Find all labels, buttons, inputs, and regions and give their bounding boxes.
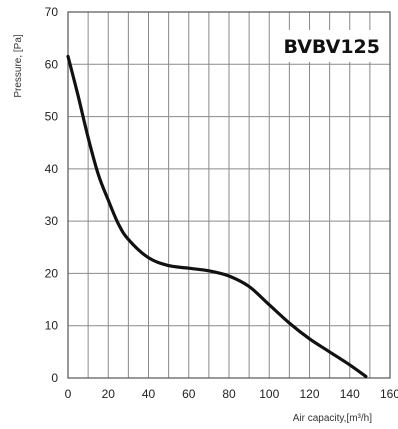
- y-axis-label: Pressure, [Pa]: [13, 34, 24, 98]
- x-tick-labels: 0 20 40 60 80 100 120 140 160: [65, 387, 398, 401]
- x-tick-label: 60: [182, 387, 196, 401]
- chart-title: BVBV125: [284, 36, 381, 58]
- x-axis-label: Air capacity,[m³/h]: [293, 413, 372, 424]
- x-tick-label: 40: [142, 387, 156, 401]
- x-tick-label: 140: [340, 387, 360, 401]
- x-tick-label: 160: [380, 387, 398, 401]
- x-tick-label: 80: [222, 387, 236, 401]
- y-tick-label: 20: [45, 266, 59, 280]
- y-tick-label: 0: [51, 371, 58, 385]
- y-tick-label: 30: [45, 214, 59, 228]
- y-tick-label: 50: [45, 110, 59, 124]
- y-tick-labels: 0 10 20 30 40 50 60 70: [45, 5, 59, 385]
- y-tick-label: 60: [45, 57, 59, 71]
- pressure-curve: [66, 54, 368, 378]
- y-tick-label: 70: [45, 5, 59, 19]
- y-tick-label: 10: [45, 319, 59, 333]
- grid-layer: [67, 11, 391, 379]
- x-tick-label: 120: [299, 387, 319, 401]
- x-tick-label: 20: [102, 387, 116, 401]
- plot-frame: [67, 11, 391, 379]
- y-tick-label: 40: [45, 162, 59, 176]
- x-tick-label: 100: [259, 387, 279, 401]
- title-background: [276, 30, 382, 62]
- x-tick-label: 0: [65, 387, 72, 401]
